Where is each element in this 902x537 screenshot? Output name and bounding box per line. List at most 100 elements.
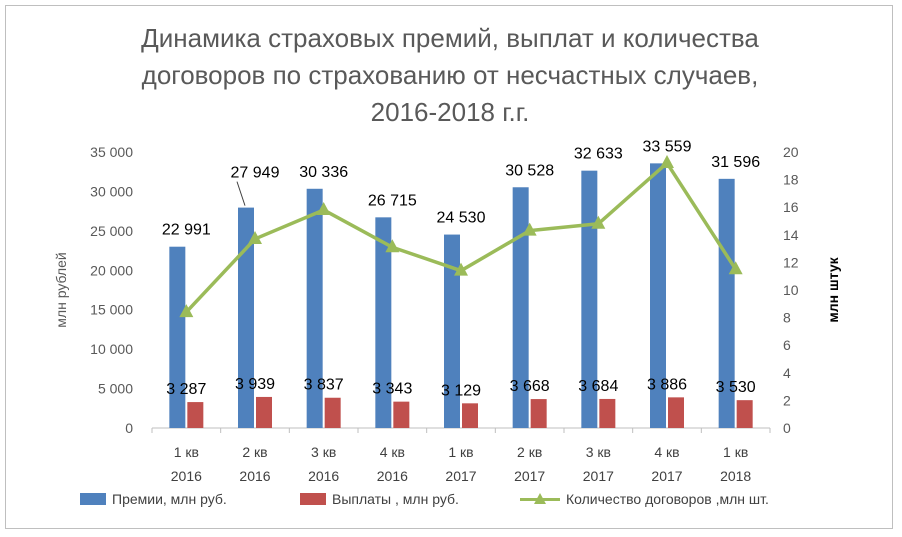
y-axis-tick-label: 5 000 <box>98 381 133 397</box>
point-contracts <box>454 262 468 276</box>
x-axis-category-year: 2016 <box>308 468 339 484</box>
y-axis-tick-label: 35 000 <box>90 144 133 160</box>
y2-axis-tick-label: 10 <box>783 282 799 298</box>
y-axis-title: млн рублей <box>53 252 69 327</box>
y-axis-tick-label: 15 000 <box>90 302 133 318</box>
y2-axis-tick-label: 4 <box>783 365 791 381</box>
x-axis-category-year: 2017 <box>583 468 614 484</box>
chart-title-line-3: 2016-2018 г.г. <box>370 97 530 127</box>
point-contracts <box>591 215 606 229</box>
legend-label-contracts: Количество договоров ,млн шт. <box>566 491 769 507</box>
x-axis-category-quarter: 1 кв <box>723 444 748 460</box>
y2-axis-tick-label: 8 <box>783 310 791 326</box>
legend-swatch-premiums <box>80 493 106 505</box>
y2-axis-tick-label: 0 <box>783 420 791 436</box>
x-axis-category-quarter: 3 кв <box>311 444 336 460</box>
bar-premiums <box>375 217 392 428</box>
bar-premiums <box>238 207 254 428</box>
x-axis-category-year: 2017 <box>514 468 545 484</box>
y2-axis-tick-label: 2 <box>783 392 791 408</box>
data-label-premiums: 30 528 <box>505 162 554 179</box>
x-axis-category-year: 2018 <box>720 468 751 484</box>
bar-payouts <box>324 397 341 428</box>
legend-label-payouts: Выплаты , млн руб. <box>332 491 459 507</box>
data-label-premiums: 32 633 <box>574 146 623 163</box>
bar-payouts <box>393 401 410 428</box>
x-axis-category-year: 2017 <box>651 468 682 484</box>
bar-payouts <box>530 399 547 428</box>
chart-title-line-2: договоров по страхованию от несчастных с… <box>141 60 759 90</box>
bar-payouts <box>599 398 616 428</box>
data-label-payouts: 3 668 <box>510 378 550 395</box>
chart-title: Динамика страховых премий, выплат и коли… <box>90 20 810 131</box>
data-label-payouts: 3 287 <box>166 381 206 398</box>
bar-payouts <box>668 397 684 428</box>
point-contracts <box>179 304 194 318</box>
y-axis-tick-label: 20 000 <box>90 262 133 278</box>
bar-premiums <box>718 178 735 428</box>
data-label-premiums: 24 530 <box>437 210 486 227</box>
bar-payouts <box>187 402 204 428</box>
bar-premiums <box>512 187 529 428</box>
bar-payouts <box>256 396 272 428</box>
bar-premiums <box>306 188 323 428</box>
y2-axis-tick-label: 16 <box>783 199 799 215</box>
x-axis-category-year: 2016 <box>171 468 202 484</box>
point-contracts <box>728 261 743 275</box>
x-axis-category-quarter: 1 кв <box>174 444 199 460</box>
legend-item-contracts: Количество договоров ,млн шт. <box>520 489 769 509</box>
data-label-premiums: 22 991 <box>162 222 211 239</box>
x-axis-category-year: 2016 <box>239 468 270 484</box>
legend-label-premiums: Премии, млн руб. <box>112 491 227 507</box>
y-axis-tick-label: 30 000 <box>90 183 133 199</box>
data-label-payouts: 3 343 <box>372 381 412 398</box>
y2-axis-tick-label: 18 <box>783 172 799 188</box>
y2-axis-tick-label: 20 <box>783 144 799 160</box>
point-contracts <box>385 239 400 253</box>
data-label-premiums: 31 596 <box>711 154 760 171</box>
data-label-premiums: 33 559 <box>643 138 692 155</box>
data-label-payouts: 3 886 <box>647 376 687 393</box>
point-contracts <box>660 155 674 169</box>
chart-title-line-1: Динамика страховых премий, выплат и коли… <box>141 23 759 53</box>
data-label-payouts: 3 684 <box>578 378 618 395</box>
point-contracts <box>522 222 537 236</box>
data-label-premiums: 27 949 <box>231 165 280 182</box>
bar-premiums <box>650 163 666 428</box>
data-label-payouts: 3 129 <box>441 382 481 399</box>
point-contracts <box>316 201 331 215</box>
bar-premiums <box>444 234 460 428</box>
data-label-payouts: 3 939 <box>235 376 275 393</box>
bar-payouts <box>462 403 478 428</box>
x-axis-category-year: 2017 <box>445 468 476 484</box>
bar-premiums <box>581 170 598 429</box>
y-axis-tick-label: 10 000 <box>90 341 133 357</box>
bar-premiums <box>169 246 186 428</box>
x-axis-category-year: 2016 <box>377 468 408 484</box>
legend-swatch-payouts <box>300 493 326 505</box>
x-axis-category-quarter: 3 кв <box>586 444 611 460</box>
data-label-payouts: 3 530 <box>716 379 756 396</box>
x-axis-category-quarter: 2 кв <box>517 444 542 460</box>
bar-payouts <box>736 400 753 428</box>
chart-legend: Премии, млн руб. Выплаты , млн руб. Коли… <box>60 489 860 511</box>
x-axis-category-quarter: 4 кв <box>380 444 405 460</box>
legend-line-contracts <box>520 493 560 505</box>
y2-axis-tick-label: 6 <box>783 337 791 353</box>
data-label-premiums: 26 715 <box>368 192 417 209</box>
legend-item-payouts: Выплаты , млн руб. <box>300 489 459 509</box>
x-axis-category-quarter: 1 кв <box>448 444 473 460</box>
x-axis-category-quarter: 2 кв <box>242 444 267 460</box>
data-label-leader <box>236 181 246 206</box>
x-axis-category-quarter: 4 кв <box>654 444 679 460</box>
legend-item-premiums: Премии, млн руб. <box>80 489 227 509</box>
data-label-premiums: 30 336 <box>299 164 348 181</box>
y2-axis-title: млн штук <box>825 256 841 322</box>
y-axis-tick-label: 25 000 <box>90 223 133 239</box>
point-contracts <box>248 230 262 244</box>
y2-axis-tick-label: 14 <box>783 227 799 243</box>
y-axis-tick-label: 0 <box>125 420 133 436</box>
y2-axis-tick-label: 12 <box>783 254 799 270</box>
data-label-payouts: 3 837 <box>304 377 344 394</box>
